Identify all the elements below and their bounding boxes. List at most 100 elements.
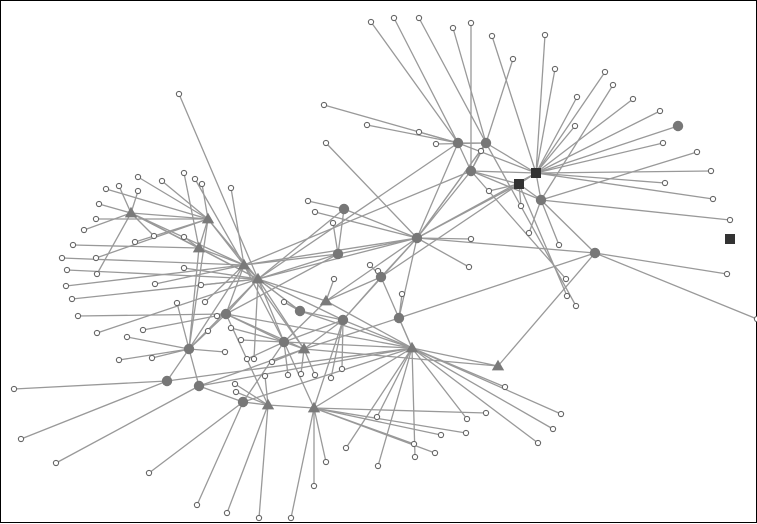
edge [188, 264, 245, 350]
leaf-node [63, 266, 71, 274]
leaf-node [92, 254, 100, 262]
edge [313, 347, 413, 409]
triangle-hub-node [307, 401, 321, 413]
leaf-node [431, 449, 439, 457]
edge [225, 313, 413, 349]
edge [257, 278, 301, 312]
edge [528, 199, 542, 234]
edge [485, 142, 577, 307]
leaf-node [562, 275, 570, 283]
edge [176, 302, 190, 350]
edge [535, 98, 634, 174]
edge [137, 176, 209, 220]
triangle-hub-node [491, 359, 505, 371]
edge [398, 317, 413, 349]
edge [330, 319, 344, 379]
leaf-node [415, 14, 423, 22]
edge [535, 125, 679, 174]
square-hub-node [514, 179, 524, 189]
leaf-node [463, 415, 471, 423]
leaf-node [726, 216, 734, 224]
edge [200, 278, 259, 286]
edge [242, 347, 413, 403]
edge [337, 208, 345, 255]
edge [535, 142, 664, 174]
edge [313, 407, 487, 414]
leaf-node [465, 263, 473, 271]
leaf-node [213, 312, 221, 320]
leaf-node [243, 355, 251, 363]
circle-hub-node [480, 137, 492, 149]
leaf-node [131, 238, 139, 246]
leaf-node [327, 374, 335, 382]
triangle-hub-node [405, 341, 419, 353]
square-hub-node [531, 168, 541, 178]
leaf-node [467, 19, 475, 27]
leaf-node [411, 453, 419, 461]
edge [416, 237, 472, 240]
edge [83, 212, 132, 231]
edge [242, 341, 285, 403]
leaf-node [572, 302, 580, 310]
edge [535, 170, 712, 174]
leaf-node [659, 139, 667, 147]
edge [226, 404, 269, 514]
leaf-node [191, 175, 199, 183]
leaf-node [223, 509, 231, 517]
edge [198, 385, 244, 403]
edge [258, 404, 269, 519]
circle-hub-node [589, 247, 601, 259]
edge [257, 278, 285, 343]
edge [283, 319, 344, 343]
edge [142, 313, 227, 331]
triangle-hub-node [201, 212, 215, 224]
circle-hub-node [278, 336, 290, 348]
edge [290, 407, 315, 519]
leaf-node [158, 177, 166, 185]
leaf-node [232, 388, 240, 396]
circle-hub-node [220, 308, 232, 320]
leaf-node [557, 410, 565, 418]
edge [366, 124, 459, 144]
circle-hub-node [237, 396, 249, 408]
edge [267, 404, 315, 409]
triangle-hub-node [192, 241, 206, 253]
leaf-node [237, 336, 245, 344]
edge [416, 142, 487, 239]
edge [342, 276, 382, 321]
edge [452, 27, 487, 144]
leaf-node [227, 324, 235, 332]
edge [540, 199, 731, 221]
edge [303, 319, 344, 350]
edge [418, 17, 487, 144]
edge [72, 244, 200, 249]
edge [198, 347, 413, 387]
triangle-hub-node [261, 398, 275, 410]
edge [535, 172, 714, 200]
edge [118, 348, 190, 361]
edge [55, 385, 200, 464]
circle-hub-node [193, 380, 205, 392]
leaf-node [197, 281, 205, 289]
leaf-node [201, 298, 209, 306]
edge [257, 278, 344, 321]
edge [134, 218, 209, 243]
leaf-node [509, 55, 517, 63]
leaf-node [148, 354, 156, 362]
edge [470, 170, 537, 174]
edge [535, 110, 661, 174]
edge [411, 347, 468, 420]
edge [299, 310, 344, 321]
leaf-node [534, 439, 542, 447]
edge [253, 278, 259, 360]
circle-hub-node [672, 120, 684, 132]
leaf-node [661, 179, 669, 187]
leaf-node [541, 31, 549, 39]
edge [485, 58, 514, 144]
edge [178, 93, 259, 280]
edge [341, 319, 344, 370]
leaf-node [139, 326, 147, 334]
leaf-node [723, 270, 731, 278]
edge [240, 339, 285, 343]
edge [540, 151, 698, 201]
